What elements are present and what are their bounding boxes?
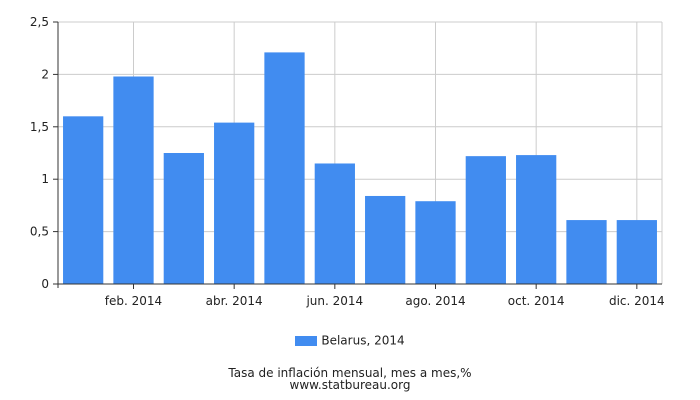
bar [63,116,104,284]
x-tick-label: abr. 2014 [206,294,263,308]
bar [566,220,607,284]
y-tick-label: 2,5 [30,15,49,29]
bar [516,155,557,284]
bar [465,156,506,284]
bar [264,52,305,284]
y-tick-label: 0 [41,277,49,291]
y-tick-label: 1 [41,172,49,186]
source-link[interactable]: www.statbureau.org [289,378,411,392]
x-tick-label: feb. 2014 [105,294,162,308]
y-tick-label: 1,5 [30,120,49,134]
legend-label: Belarus, 2014 [321,333,405,348]
legend-swatch [295,335,318,346]
bar [314,163,355,284]
bar [616,220,657,284]
y-tick-label: 2 [41,67,49,81]
bar [365,195,406,284]
y-tick-label: 0,5 [30,225,49,239]
bar [415,201,456,284]
bar [214,122,255,284]
x-tick-label: dic. 2014 [609,294,665,308]
legend: Belarus, 2014 [0,333,700,348]
x-tick-label: jun. 2014 [305,294,363,308]
x-tick-label: ago. 2014 [405,294,465,308]
bar [163,153,204,284]
chart-caption: Tasa de inflación mensual, mes a mes,% [228,366,472,380]
bar-chart: 0 0,5 1 1,5 2 2,5 feb. 2014 abr. 2014 jun. 2014 a… [30,15,665,308]
x-tick-label: oct. 2014 [508,294,565,308]
bar [113,76,154,284]
